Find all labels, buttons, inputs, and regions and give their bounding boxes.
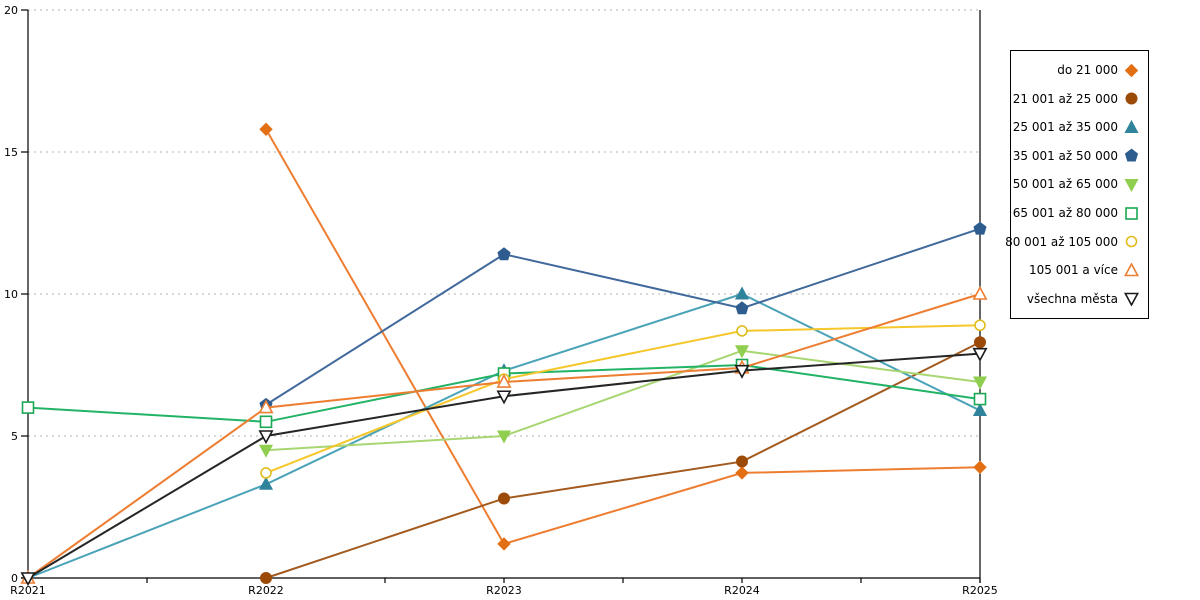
axes: 0 5 10 15 20 R2021 R2022 R2023 R2024 R2025 [4, 4, 998, 597]
diamond-marker-icon [973, 460, 987, 474]
circle-marker-icon [736, 455, 748, 468]
legend-item-label: všechna města [1026, 291, 1118, 306]
triangle-down-marker-icon [734, 345, 750, 359]
circle-marker-icon [1125, 235, 1138, 248]
legend-item-label: do 21 000 [1057, 63, 1118, 78]
triangle-down-marker-icon [972, 376, 988, 390]
triangle-down-marker-icon [20, 572, 36, 587]
pentagon-marker-icon [973, 221, 987, 235]
triangle-up-marker-icon [734, 286, 750, 300]
triangle-up-marker-icon [258, 399, 274, 414]
pentagon-marker-icon [1124, 148, 1139, 162]
legend-item: 80 001 až 105 000 [1005, 234, 1139, 249]
legend-item: 25 001 až 35 000 [1012, 119, 1139, 135]
triangle-down-marker-icon [496, 390, 512, 405]
circle-marker-icon [974, 319, 986, 332]
series-line [265, 227, 981, 406]
triangle-down-glyph [1124, 178, 1139, 192]
legend-item-label: 21 001 až 25 000 [1012, 91, 1118, 106]
series-line [265, 324, 981, 474]
legend-item-label: 105 001 a více [1028, 263, 1118, 278]
legend-item: do 21 000 [1015, 63, 1139, 78]
series-0 [259, 122, 987, 551]
legend-item: 105 001 a více [1015, 262, 1139, 278]
square-marker-icon [259, 415, 273, 429]
diamond-glyph [1124, 63, 1139, 77]
triangle-up-marker-icon [972, 402, 988, 416]
triangle-down-marker-icon [258, 430, 274, 445]
pentagon-marker-icon [497, 247, 511, 261]
legend-item-label: 35 001 až 50 000 [1012, 148, 1118, 163]
x-tick-label: R2022 [248, 584, 284, 597]
legend-item: 50 001 až 65 000 [1012, 177, 1139, 192]
legend: do 21 000 21 001 až 25 000 25 001 až 35 00… [1005, 50, 1149, 319]
triangle-up-glyph [1124, 262, 1139, 276]
triangle-up-marker-icon [1124, 119, 1139, 133]
square-marker-icon [1125, 206, 1138, 220]
triangle-down-marker-icon [734, 364, 750, 379]
square-marker-icon [21, 401, 35, 414]
series-4 [258, 345, 988, 458]
triangle-down-glyph [1124, 292, 1139, 307]
y-tick-label: 10 [4, 288, 18, 301]
series-8 [20, 347, 988, 587]
triangle-up-marker-icon [972, 285, 988, 300]
legend-item-label: 65 001 až 80 000 [1012, 206, 1118, 220]
legend-item-label: 25 001 až 35 000 [1012, 120, 1118, 135]
x-tick-label: R2021 [10, 584, 46, 597]
triangle-up-glyph [1124, 119, 1139, 133]
legend-item: 35 001 až 50 000 [1012, 148, 1139, 163]
diamond-marker-icon [735, 466, 749, 480]
pentagon-marker-icon [735, 301, 749, 315]
series-1 [260, 336, 986, 584]
circle-marker-icon [736, 325, 748, 337]
circle-glyph [1125, 235, 1138, 248]
y-tick-label: 0 [11, 572, 18, 585]
diamond-marker-icon [497, 537, 511, 551]
circle-marker-icon [260, 467, 272, 479]
y-tick-label: 15 [4, 146, 18, 159]
diamond-marker-icon [1124, 63, 1139, 77]
legend-item-label: 80 001 až 105 000 [1005, 234, 1118, 249]
triangle-up-marker-icon [496, 373, 512, 388]
legend-item: 21 001 až 25 000 [1012, 91, 1139, 106]
legend-item: 65 001 až 80 000 [1012, 206, 1139, 221]
series-line [265, 341, 981, 579]
circle-glyph [1125, 92, 1138, 105]
square-marker-icon [973, 392, 987, 406]
y-tick-label: 5 [11, 430, 18, 443]
legend-item-label: 50 001 až 65 000 [1012, 177, 1118, 192]
triangle-down-marker-icon [972, 347, 988, 362]
y-tick-label: 20 [4, 4, 18, 17]
diamond-marker-icon [259, 122, 273, 136]
triangle-up-marker-icon [258, 476, 274, 490]
triangle-down-marker-icon [496, 430, 512, 444]
circle-marker-icon [260, 572, 272, 584]
legend-item: všechna města [1015, 291, 1139, 307]
triangle-up-marker-icon [1124, 262, 1139, 276]
x-tick-label: R2024 [724, 584, 760, 597]
x-tick-label: R2025 [962, 584, 998, 597]
series-line [265, 128, 981, 546]
triangle-down-marker-icon [258, 444, 274, 458]
square-glyph [1125, 206, 1138, 220]
triangle-down-marker-icon [1124, 178, 1139, 192]
series-6 [260, 319, 986, 479]
x-tick-label: R2023 [486, 584, 522, 597]
circle-marker-icon [974, 336, 986, 349]
triangle-down-marker-icon [1124, 292, 1139, 307]
pentagon-glyph [1124, 148, 1139, 162]
series-3 [259, 221, 987, 411]
circle-marker-icon [1125, 92, 1138, 105]
circle-marker-icon [498, 492, 510, 505]
series-line [265, 349, 981, 452]
